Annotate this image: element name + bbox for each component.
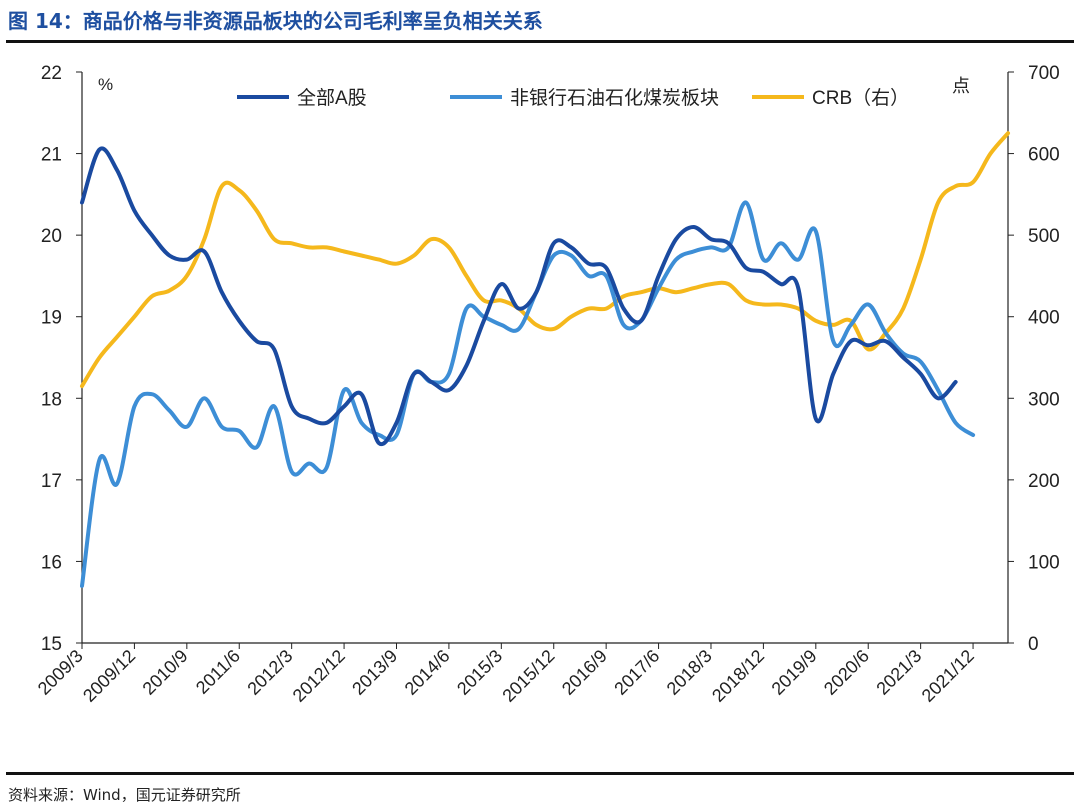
legend-label-1: 非银行石油石化煤炭板块 — [510, 87, 719, 109]
x-tick-label: 2020/6 — [820, 646, 873, 699]
x-tick-label: 2012/12 — [289, 646, 349, 706]
x-tick-label: 2021/12 — [918, 646, 978, 706]
chart-axes: 15 16 17 18 19 20 21 22 0 100 200 300 400 500 600 700% 点… — [34, 63, 1060, 706]
series-line-2 — [80, 131, 1010, 389]
line-chart: 15 16 17 18 19 20 21 22 0 100 200 300 400 500 600 700% 点… — [34, 63, 1060, 706]
x-tick-label: 2014/6 — [401, 646, 454, 699]
y-left-unit: % — [98, 75, 113, 94]
chart-lines — [80, 131, 1010, 588]
x-tick-label: 2013/9 — [348, 646, 401, 699]
x-tick-label: 2019/9 — [768, 646, 821, 699]
y-left-tick-label: 16 — [41, 552, 62, 573]
chart-legend: 全部A股 非银行石油石化煤炭板块 CRB（右） — [237, 87, 909, 109]
bottom-rule — [6, 772, 1074, 775]
legend-label-2: CRB（右） — [812, 87, 909, 109]
y-left-tick-label: 20 — [41, 226, 62, 247]
x-tick-label: 2018/12 — [708, 646, 768, 706]
y-right-tick-label: 500 — [1028, 226, 1060, 247]
figure-title: 图 14：商品价格与非资源品板块的公司毛利率呈负相关关系 — [8, 9, 543, 33]
x-tick-label: 2017/6 — [610, 646, 663, 699]
x-tick-label: 2011/6 — [192, 646, 244, 698]
y-right-tick-label: 100 — [1028, 552, 1060, 573]
top-rule — [6, 40, 1074, 43]
legend-label-0: 全部A股 — [297, 87, 367, 109]
y-right-unit: 点 — [952, 76, 970, 96]
x-tick-label: 2009/12 — [79, 646, 139, 706]
y-right-tick-label: 0 — [1028, 634, 1039, 655]
x-tick-label: 2016/9 — [558, 646, 611, 699]
y-left-tick-label: 22 — [41, 63, 62, 84]
x-tick-label: 2010/9 — [139, 646, 192, 699]
y-right-tick-label: 300 — [1028, 389, 1060, 410]
y-right-tick-label: 200 — [1028, 471, 1060, 492]
y-right-tick-label: 600 — [1028, 145, 1060, 166]
y-left-tick-label: 19 — [41, 308, 62, 329]
source-note: 资料来源：Wind，国元证券研究所 — [8, 786, 241, 804]
y-left-tick-label: 18 — [41, 389, 62, 410]
x-tick-label: 2015/12 — [498, 646, 558, 706]
y-right-tick-label: 700 — [1028, 63, 1060, 84]
y-left-tick-label: 15 — [41, 634, 62, 655]
y-left-tick-label: 21 — [41, 145, 62, 166]
series-line-0 — [80, 146, 958, 447]
y-right-tick-label: 400 — [1028, 308, 1060, 329]
y-left-tick-label: 17 — [41, 471, 62, 492]
series-line-1 — [80, 200, 976, 588]
